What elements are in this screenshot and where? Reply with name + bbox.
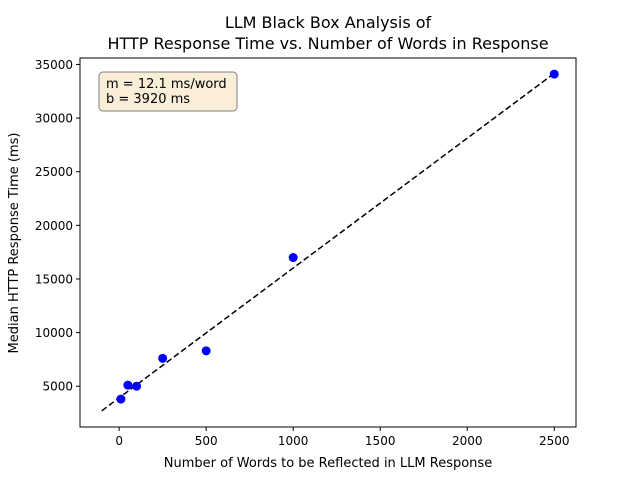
fit-line: [101, 72, 555, 412]
data-point: [132, 381, 142, 391]
x-tick-label: 1500: [365, 434, 396, 448]
data-point: [288, 253, 298, 263]
x-tick-label: 2000: [452, 434, 483, 448]
annotation-box: [98, 71, 238, 112]
chart-title: LLM Black Box Analysis of HTTP Response …: [107, 13, 548, 53]
y-tick-label: 10000: [35, 326, 73, 340]
y-axis-label: Median HTTP Response Time (ms): [7, 133, 22, 354]
data-point: [549, 69, 559, 79]
chart-title-line-1: LLM Black Box Analysis of: [225, 13, 432, 32]
x-tick-label: 1000: [278, 434, 309, 448]
fit-annotation: m = 12.1 ms/word b = 3920 ms: [98, 71, 238, 112]
chart-title-line-2: HTTP Response Time vs. Number of Words i…: [107, 34, 548, 53]
y-tick-label: 35000: [35, 58, 73, 72]
y-tick-label: 20000: [35, 219, 73, 233]
x-axis-ticks: 0 500 1000 1500 2000 2500: [115, 427, 570, 448]
x-axis-label: Number of Words to be Reflected in LLM R…: [164, 456, 492, 471]
y-tick-label: 15000: [35, 272, 73, 286]
data-point: [123, 380, 133, 390]
y-tick-label: 25000: [35, 165, 73, 179]
y-axis-ticks: 5000 10000 15000 20000 25000 30000 35000: [35, 58, 80, 394]
x-tick-label: 0: [115, 434, 123, 448]
y-tick-label: 5000: [42, 380, 73, 394]
x-tick-label: 500: [195, 434, 218, 448]
plot-area: [79, 57, 577, 428]
data-point: [158, 353, 168, 363]
annotation-intercept: b = 3920 ms: [106, 92, 190, 107]
annotation-slope: m = 12.1 ms/word: [106, 77, 227, 92]
data-point: [201, 346, 211, 356]
data-point: [116, 394, 126, 404]
data-points: [116, 69, 559, 404]
y-tick-label: 30000: [35, 112, 73, 126]
x-tick-label: 2500: [539, 434, 570, 448]
